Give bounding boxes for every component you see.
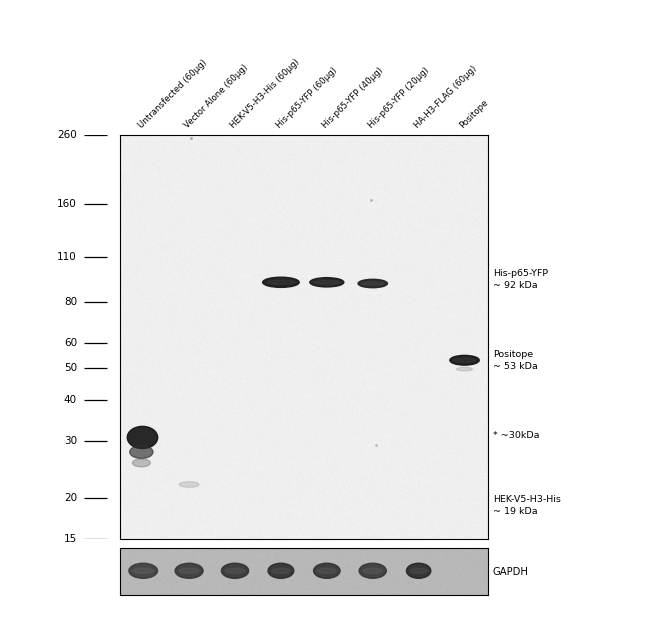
Text: 60: 60	[64, 338, 77, 348]
Text: His-p65-YFP (20μg): His-p65-YFP (20μg)	[367, 66, 431, 130]
Text: 50: 50	[64, 364, 77, 374]
Ellipse shape	[363, 568, 382, 573]
Text: Vector Alone (60μg): Vector Alone (60μg)	[183, 63, 250, 130]
Text: HEK-V5-H3-His (60μg): HEK-V5-H3-His (60μg)	[229, 57, 302, 130]
Ellipse shape	[179, 482, 199, 488]
Text: * ~30kDa: * ~30kDa	[493, 431, 540, 440]
Ellipse shape	[130, 445, 153, 459]
Text: 260: 260	[57, 130, 77, 140]
Ellipse shape	[127, 427, 158, 449]
Ellipse shape	[410, 568, 427, 573]
Text: HEK-V5-H3-His
~ 19 kDa: HEK-V5-H3-His ~ 19 kDa	[493, 495, 560, 515]
Text: 20: 20	[64, 493, 77, 503]
Ellipse shape	[454, 358, 476, 362]
Ellipse shape	[314, 280, 339, 284]
Text: Untransfected (60μg): Untransfected (60μg)	[137, 58, 209, 130]
Ellipse shape	[268, 563, 294, 578]
Text: 30: 30	[64, 436, 77, 445]
Text: 40: 40	[64, 395, 77, 405]
Ellipse shape	[179, 568, 199, 573]
Text: His-p65-YFP (40μg): His-p65-YFP (40μg)	[320, 66, 385, 130]
Text: 110: 110	[57, 252, 77, 262]
Ellipse shape	[359, 563, 386, 578]
Text: GAPDH: GAPDH	[493, 567, 528, 576]
Ellipse shape	[456, 367, 473, 371]
Ellipse shape	[361, 282, 384, 285]
Ellipse shape	[263, 277, 299, 287]
Text: 80: 80	[64, 297, 77, 307]
Text: His-p65-YFP (60μg): His-p65-YFP (60μg)	[274, 66, 339, 130]
Ellipse shape	[358, 279, 387, 288]
Ellipse shape	[406, 563, 431, 578]
Ellipse shape	[226, 568, 244, 573]
Text: HA-H3-FLAG (60μg): HA-H3-FLAG (60μg)	[412, 64, 478, 130]
Ellipse shape	[222, 563, 248, 578]
Ellipse shape	[175, 563, 203, 578]
Ellipse shape	[133, 459, 150, 467]
Text: Positope: Positope	[458, 98, 490, 130]
Text: 160: 160	[57, 199, 77, 209]
Text: 15: 15	[64, 534, 77, 544]
Ellipse shape	[272, 568, 290, 573]
Ellipse shape	[313, 563, 340, 578]
Ellipse shape	[318, 568, 336, 573]
Ellipse shape	[450, 355, 479, 365]
Ellipse shape	[129, 563, 157, 578]
Ellipse shape	[133, 568, 153, 573]
Text: His-p65-YFP
~ 92 kDa: His-p65-YFP ~ 92 kDa	[493, 269, 548, 290]
Ellipse shape	[267, 280, 294, 284]
Ellipse shape	[310, 278, 344, 287]
Text: Positope
~ 53 kDa: Positope ~ 53 kDa	[493, 350, 538, 370]
